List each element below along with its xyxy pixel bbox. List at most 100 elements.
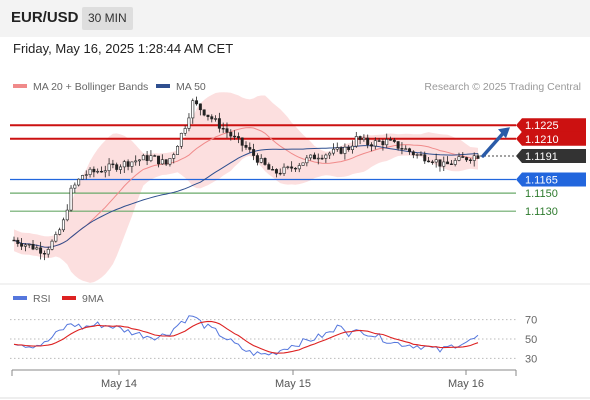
candle	[236, 132, 240, 144]
candle	[423, 151, 427, 164]
candle-body	[80, 175, 84, 180]
ma50-line	[13, 145, 479, 248]
candle	[12, 236, 16, 242]
candle	[404, 145, 408, 150]
candle	[164, 159, 168, 166]
candle-body	[115, 164, 119, 170]
candle-body	[442, 161, 446, 167]
candle-body	[400, 148, 404, 150]
candle	[61, 217, 65, 233]
candle	[297, 162, 301, 173]
candle-body	[240, 137, 244, 146]
legend-9ma-label: 9MA	[82, 293, 104, 305]
candle	[96, 168, 100, 174]
candle-body	[385, 139, 389, 146]
candle-body	[457, 156, 461, 161]
candle-body	[446, 161, 450, 165]
candle	[130, 161, 134, 173]
candle-body	[335, 147, 339, 150]
candle-body	[438, 159, 442, 167]
candle-body	[476, 155, 480, 159]
candle-body	[69, 187, 73, 211]
candle	[183, 125, 187, 136]
candle-body	[373, 140, 377, 147]
rsi-tick-label: 50	[525, 334, 537, 346]
candle	[446, 156, 450, 165]
legend-9ma-swatch	[62, 296, 76, 300]
candle	[331, 143, 335, 156]
candle-body	[415, 154, 419, 156]
candle-body	[96, 170, 100, 173]
candle	[263, 157, 267, 166]
candle	[225, 122, 229, 138]
candle-body	[50, 240, 54, 250]
candle	[328, 151, 332, 159]
candle-body	[297, 165, 301, 170]
candle	[54, 231, 58, 243]
candle-body	[77, 178, 81, 186]
candle-body	[278, 172, 282, 175]
legend-ma20-label: MA 20 + Bollinger Bands	[33, 81, 148, 93]
candle-body	[27, 243, 31, 246]
candle-body	[320, 157, 324, 160]
x-tick-label: May 15	[275, 378, 311, 390]
candle-body	[370, 144, 373, 147]
candle	[267, 162, 271, 170]
candle-body	[160, 159, 164, 165]
candle	[259, 154, 263, 164]
timeframe-button[interactable]: 30 MIN	[82, 7, 133, 30]
candle-body	[183, 128, 187, 134]
candle	[221, 122, 225, 133]
bollinger-band	[14, 92, 478, 283]
candle	[27, 243, 31, 249]
candle-body	[157, 155, 161, 165]
candle-body	[389, 139, 393, 141]
candle-body	[84, 174, 88, 176]
candle	[396, 141, 400, 151]
candle	[99, 166, 103, 173]
price-tag-label: 1.1225	[525, 120, 559, 132]
candle	[240, 137, 244, 152]
candle	[77, 178, 81, 187]
candle-body	[221, 128, 225, 130]
candle	[187, 113, 191, 132]
candle-body	[267, 164, 271, 170]
candle	[255, 153, 259, 166]
candle	[286, 165, 290, 170]
candle	[476, 153, 480, 159]
candle-body	[423, 154, 427, 162]
candle	[472, 152, 476, 167]
candle-body	[46, 249, 50, 255]
candle	[202, 109, 206, 117]
candle-body	[396, 141, 400, 149]
price-tag-1.1225: 1.1225	[516, 118, 586, 133]
candle-body	[419, 154, 423, 156]
candle-body	[119, 166, 122, 170]
projection-arrow	[481, 130, 506, 158]
candle-body	[54, 234, 58, 242]
candle-body	[122, 161, 126, 168]
candle	[324, 153, 328, 163]
candle	[453, 158, 457, 167]
candle-body	[461, 156, 465, 158]
candle	[271, 166, 275, 171]
candle-body	[42, 253, 46, 255]
candle	[408, 147, 412, 155]
ma20-line	[13, 127, 479, 248]
candle-body	[351, 145, 354, 150]
candle-body	[225, 128, 229, 133]
rsi-tick-label: 70	[525, 315, 537, 327]
candle-body	[176, 145, 180, 155]
candle-body	[274, 169, 278, 174]
candle	[111, 159, 115, 169]
candle-body	[286, 166, 290, 168]
candle	[427, 157, 431, 163]
candle-body	[58, 229, 62, 235]
candle	[419, 151, 423, 156]
candle	[179, 132, 183, 149]
legend-ma50-label: MA 50	[176, 81, 206, 93]
candle-body	[453, 160, 457, 165]
candle	[58, 227, 62, 236]
chart-datetime: Friday, May 16, 2025 1:28:44 AM CET	[13, 41, 234, 56]
